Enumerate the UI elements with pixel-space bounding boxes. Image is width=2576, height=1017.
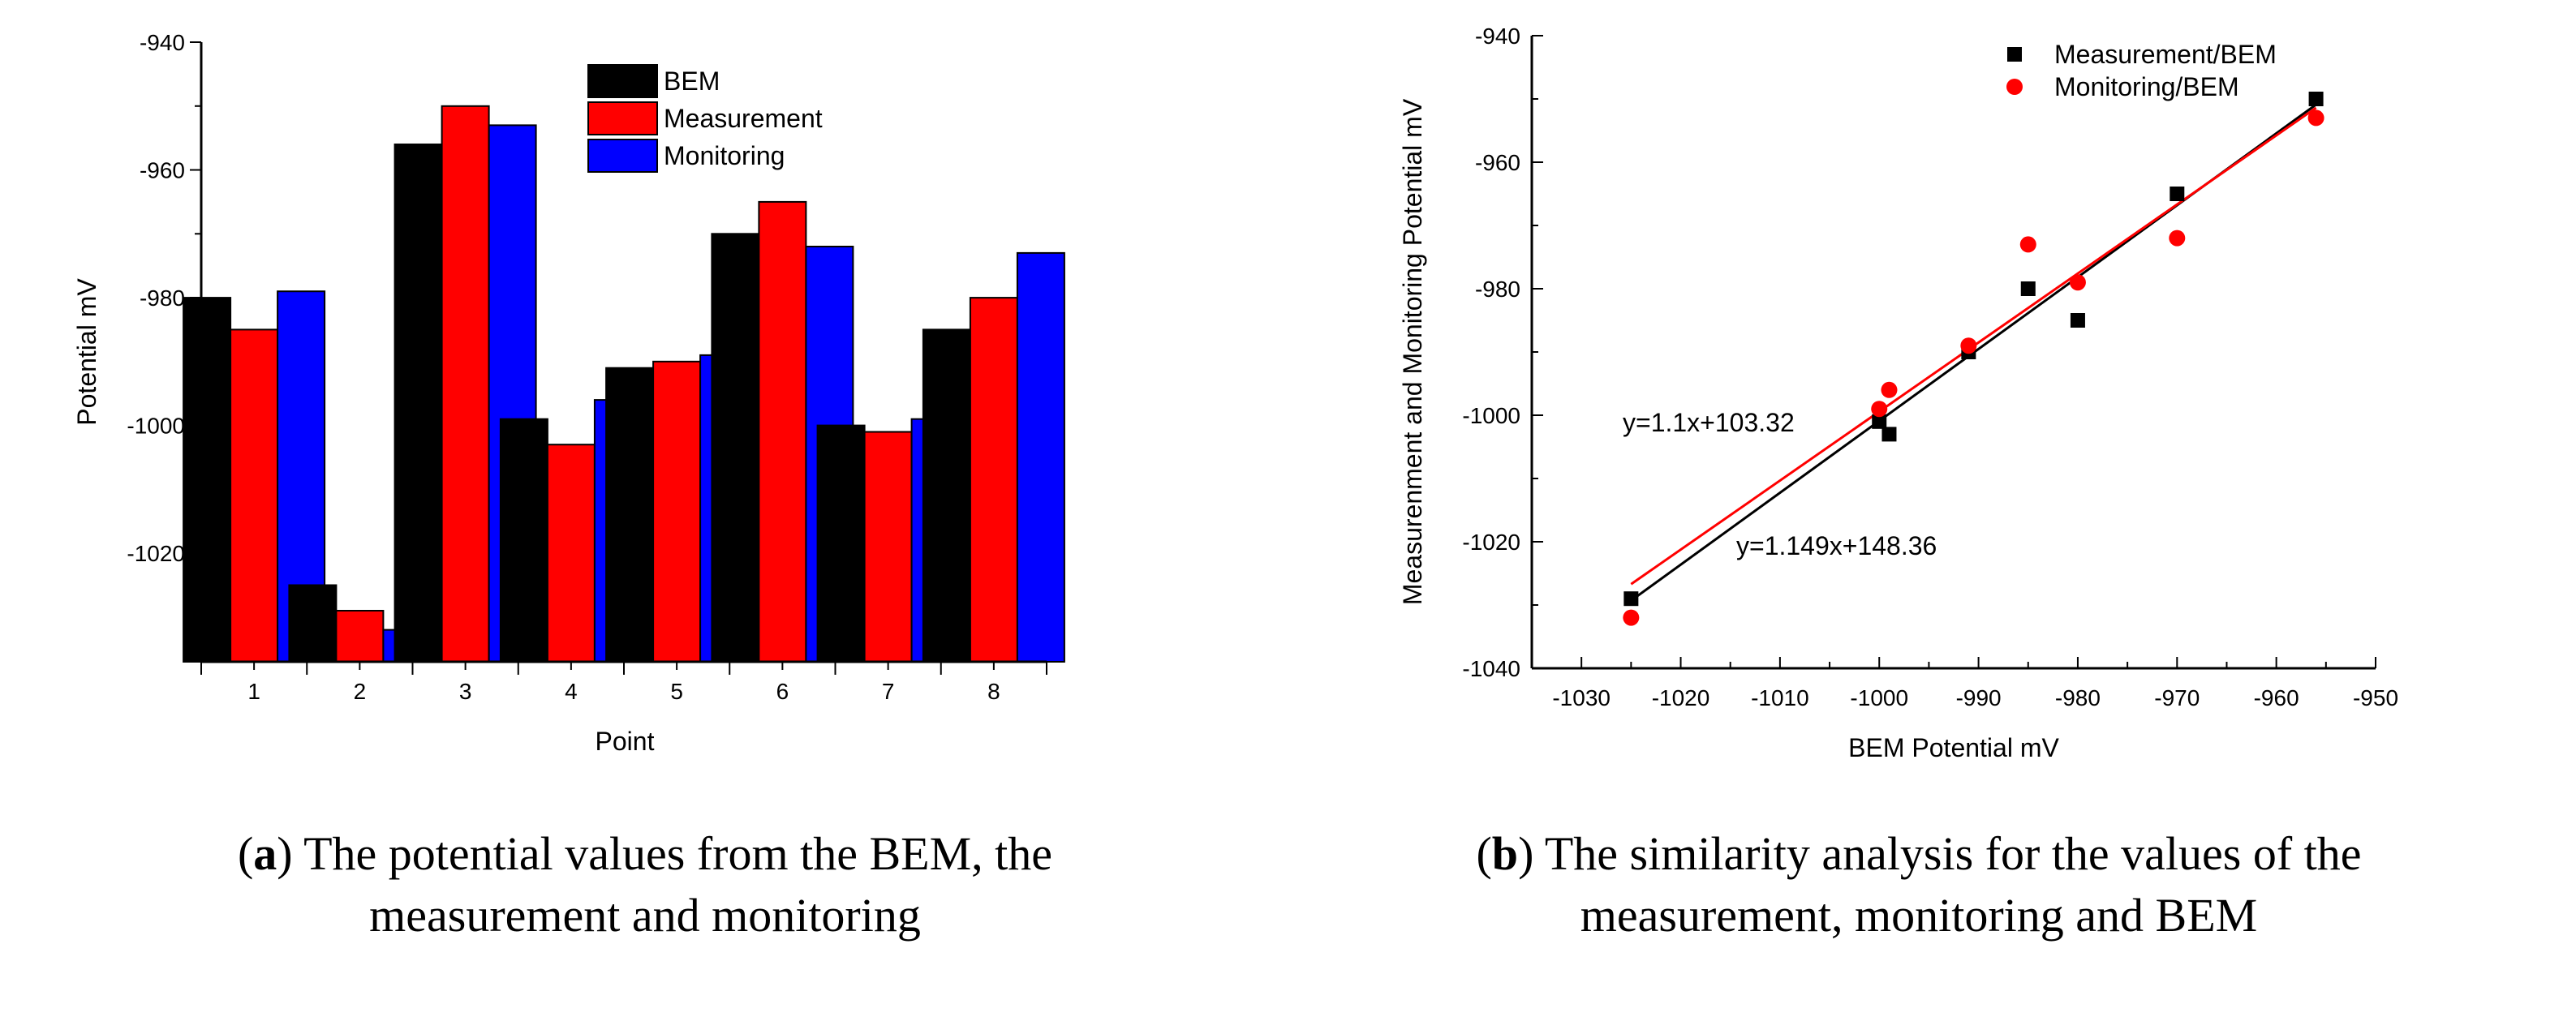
x-axis-label: BEM Potential mV [1848,733,2059,762]
legend-swatch-monitoring [587,139,658,173]
point-measurement [1881,427,1897,442]
x-tick-label: 3 [459,679,472,704]
bar-bem-3 [393,144,443,663]
caption-b-tag: b [1491,827,1519,880]
legend-label-monitoring: Monitoring [664,141,785,170]
caption-a-line2: measurement and monitoring [369,889,921,942]
fit-label-monitoring: y=1.1x+103.32 [1623,408,1795,437]
point-monitoring [2069,274,2086,291]
bar-measurement-8 [969,297,1018,663]
x-tick-label: -980 [2055,685,2101,710]
x-tick-label: -1010 [1751,685,1809,710]
legend-label-monitoring: Monitoring/BEM [2054,72,2239,101]
point-measurement [1623,591,1639,607]
legend-swatch-bem [587,64,658,98]
x-tick-label: 2 [354,679,367,704]
bar-chart: -940 -960 -980 -1000 -1020 1 2 3 4 5 6 7 8 Point Po… [72,30,1065,756]
legend: BEM Measurement Monitoring [587,64,823,173]
x-ticks: -1030 -1020 -1010 -1000 -990 -980 -970 -960 -950 [1531,657,2398,710]
x-tick-label: -960 [2254,685,2299,710]
x-tick-label: 1 [247,679,260,704]
point-monitoring [1881,381,1898,398]
y-tick-label: -940 [140,30,185,55]
point-measurement [2020,281,2036,296]
x-tick-label: -1000 [1850,685,1908,710]
caption-b: (b) The similarity analysis for the valu… [1476,827,2362,942]
x-tick-label: 6 [776,679,789,704]
scatter-chart: -940-960-980-1000-1020-1040 -1030 -1020 -1… [1398,24,2398,762]
point-measurement [2070,313,2085,328]
point-monitoring [2307,109,2324,127]
point-measurement [2170,187,2185,201]
y-ticks: -940 -960 -980 -1000 -1020 -1040 [1462,24,1543,681]
legend-label-measurement: Measurement/BEM [2054,40,2277,69]
legend-swatch-measurement [587,101,658,135]
y-tick-label: -980 [1475,277,1520,302]
y-tick-label: -960 [1475,150,1520,175]
point-measurement [2308,92,2324,106]
x-tick-label: 8 [987,679,1000,704]
y-tick-label: -1020 [127,541,185,566]
y-tick-label: -980 [140,285,185,311]
bar-monitoring-8 [1016,251,1065,663]
bar-measurement-3 [441,105,490,663]
legend-label-measurement: Measurement [664,104,823,133]
bar-bem-5 [605,367,655,663]
bar-bem-2 [288,584,338,663]
bar-bem-8 [922,328,971,663]
point-monitoring [1960,337,1977,354]
y-axis-label: Potential mV [72,278,101,426]
x-tick-label: 7 [882,679,895,704]
x-tick-label: 5 [670,679,683,704]
bar-measurement-5 [652,360,702,663]
legend-marker-measurement [2007,47,2022,62]
y-tick-label: -1040 [1462,656,1520,681]
bar-measurement-4 [546,444,596,663]
legend: Measurement/BEM Monitoring/BEM [2006,40,2277,101]
point-monitoring [1623,609,1640,626]
y-tick-label: -1020 [1462,530,1520,555]
bar-measurement-7 [863,431,913,663]
y-axis-label: Measurenment and Monitoring Potential mV [1398,98,1427,605]
y-tick-label: -940 [1475,24,1520,49]
caption-a: (a) The potential values from the BEM, t… [237,827,1053,942]
x-tick-label: -990 [1956,685,2002,710]
point-measurement [1872,414,1887,429]
x-ticks: 1 2 3 4 5 6 7 8 [200,662,1047,704]
x-tick-label: -970 [2154,685,2200,710]
x-tick-label: -950 [2353,685,2398,710]
y-tick-label: -1000 [1462,403,1520,428]
bar-bem-4 [499,418,548,663]
legend-marker-monitoring [2006,79,2023,95]
bar-measurement-6 [758,200,807,663]
caption-a-tag: a [253,827,277,880]
x-tick-label: 4 [565,679,578,704]
legend-label-bem: BEM [664,67,720,96]
point-monitoring [2019,236,2036,253]
bar-measurement-2 [335,610,385,663]
data-points [1623,92,2324,626]
caption-a-line1: The potential values from the BEM, the [303,827,1053,880]
bar-measurement-1 [230,328,279,663]
caption-b-line2: measurement, monitoring and BEM [1580,889,2258,942]
bar-bem-6 [711,233,760,663]
point-monitoring [1871,401,1888,418]
fit-label-measurement: y=1.149x+148.36 [1736,531,1937,560]
x-tick-label: -1020 [1652,685,1710,710]
x-axis-label: Point [596,727,655,756]
point-monitoring [2169,230,2186,247]
x-tick-label: -1030 [1552,685,1611,710]
y-ticks: -940 -960 -980 -1000 -1020 [127,30,201,618]
bar-bem-7 [816,424,866,663]
bar-group [183,105,1065,663]
caption-b-line1: The similarity analysis for the values o… [1544,827,2362,880]
y-tick-label: -1000 [127,414,185,439]
bar-bem-1 [183,297,232,663]
y-tick-label: -960 [140,158,185,183]
